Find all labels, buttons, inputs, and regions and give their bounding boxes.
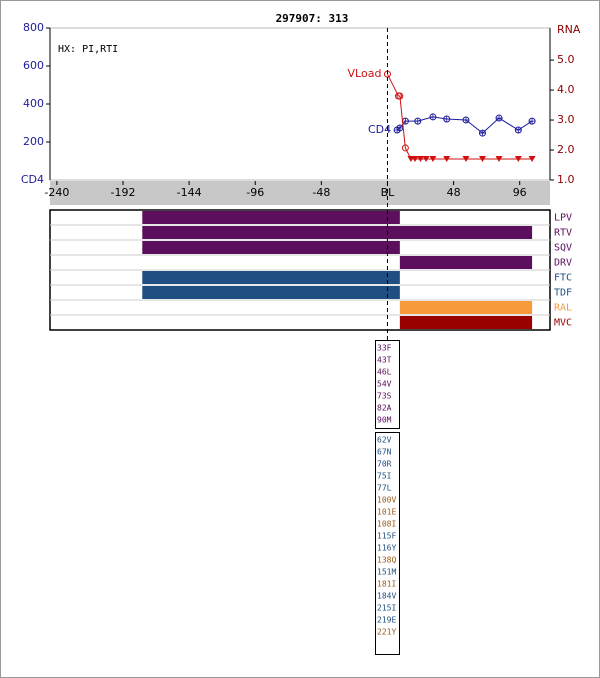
mutation: 73S xyxy=(377,392,392,401)
treatment-bar xyxy=(399,256,533,269)
y2-tick-label: 4.0 xyxy=(557,83,575,96)
point xyxy=(429,156,437,163)
treatment-bar xyxy=(142,271,400,284)
mutation: 67N xyxy=(377,448,392,457)
drug-label: LPV xyxy=(554,213,572,224)
mutation: 75I xyxy=(377,472,392,481)
point-cross xyxy=(396,124,403,131)
series-label: CD4 xyxy=(368,123,391,136)
mutation: 181I xyxy=(377,580,396,589)
mutation: 90M xyxy=(377,416,392,425)
annotation: HX: PI,RTI xyxy=(58,44,118,55)
point xyxy=(528,156,536,163)
mutation: 62V xyxy=(377,436,392,445)
chart-title: 297907: 313 xyxy=(276,12,349,25)
drug-label: TDF xyxy=(554,288,572,299)
treatment-bar xyxy=(399,316,533,329)
y-axis-label: CD4 xyxy=(21,173,44,186)
point-cross xyxy=(479,130,486,137)
mutation: 77L xyxy=(377,484,392,493)
point xyxy=(462,156,470,163)
treatment-bar xyxy=(142,286,400,299)
point-cross xyxy=(402,118,409,125)
point xyxy=(411,156,419,163)
mutation: 70R xyxy=(377,460,392,469)
drug-label: MVC xyxy=(554,318,572,329)
point-cross xyxy=(443,116,450,123)
point xyxy=(422,156,430,163)
y-tick-label: 400 xyxy=(23,97,44,110)
y-tick-label: 800 xyxy=(23,21,44,34)
point xyxy=(443,156,451,163)
treatment-bar xyxy=(142,226,533,239)
mutation: 46L xyxy=(377,368,392,377)
mutation: 101E xyxy=(377,508,396,517)
y2-tick-label: 5.0 xyxy=(557,53,575,66)
mutation: 33F xyxy=(377,344,392,353)
x-tick-label: -192 xyxy=(111,186,136,199)
y2-tick-label: 3.0 xyxy=(557,113,575,126)
drug-label: RTV xyxy=(554,228,572,239)
x-tick-label: 48 xyxy=(447,186,461,199)
mutation-box xyxy=(375,432,400,655)
mutation: 221Y xyxy=(377,628,396,637)
mutation: 43T xyxy=(377,356,392,365)
point xyxy=(514,156,522,163)
mutation: 184V xyxy=(377,592,396,601)
drug-label: DRV xyxy=(554,258,572,269)
x-axis-band xyxy=(50,181,550,205)
mutation: 151M xyxy=(377,568,396,577)
treatment-bar xyxy=(142,241,400,254)
mutation: 82A xyxy=(377,404,392,413)
point-cross xyxy=(515,127,522,134)
x-tick-label: 96 xyxy=(513,186,527,199)
x-tick-label: -144 xyxy=(177,186,202,199)
x-tick-label: -96 xyxy=(246,186,264,199)
point-cross xyxy=(462,116,469,123)
point xyxy=(417,156,425,163)
mutation: 100V xyxy=(377,496,396,505)
mutation: 138Q xyxy=(377,556,396,565)
mutation: 116Y xyxy=(377,544,396,553)
point-cross xyxy=(429,113,436,120)
x-tick-label: -240 xyxy=(44,186,69,199)
point xyxy=(401,144,409,152)
mutation: 54V xyxy=(377,380,392,389)
series-label: VLoad xyxy=(348,67,382,80)
y2-axis-label: RNA xyxy=(557,23,581,36)
mutation: 219E xyxy=(377,616,396,625)
y-tick-label: 200 xyxy=(23,135,44,148)
mutation-box xyxy=(375,340,400,429)
drug-label: RAL xyxy=(554,303,572,314)
point-cross xyxy=(529,118,536,125)
point-cross xyxy=(496,115,503,122)
y2-tick-label: 1.0 xyxy=(557,173,575,186)
treatment-bar xyxy=(399,301,533,314)
point xyxy=(396,92,404,100)
mutation: 215I xyxy=(377,604,396,613)
drug-label: SQV xyxy=(554,243,572,254)
mutation: 108I xyxy=(377,520,396,529)
x-tick-label: -48 xyxy=(312,186,330,199)
y-tick-label: 600 xyxy=(23,59,44,72)
point xyxy=(495,156,503,163)
mutation: 115F xyxy=(377,532,396,541)
y2-tick-label: 2.0 xyxy=(557,143,575,156)
drug-label: FTC xyxy=(554,273,572,284)
point-cross xyxy=(414,118,421,125)
point xyxy=(479,156,487,163)
treatment-bar xyxy=(142,211,400,224)
